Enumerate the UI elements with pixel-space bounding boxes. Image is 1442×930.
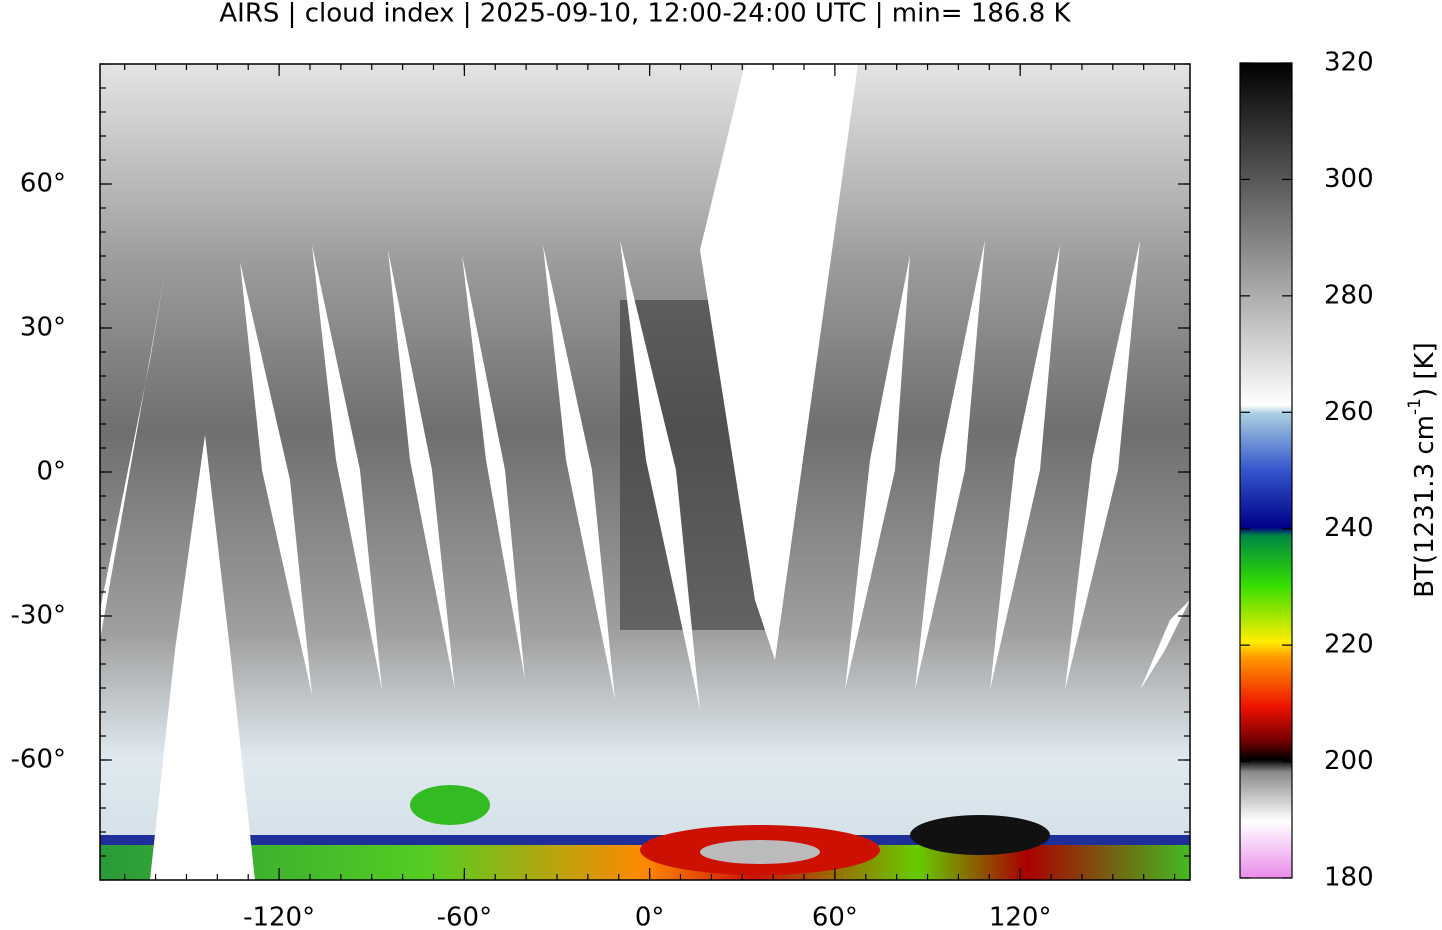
colorbar bbox=[1239, 62, 1293, 879]
y-tick-label: 30° bbox=[20, 313, 66, 343]
map-image bbox=[99, 63, 1191, 881]
colorbar-tick-label: 260 bbox=[1324, 397, 1374, 427]
y-tick-label: -30° bbox=[11, 601, 66, 631]
colorbar-label: BT(1231.3 cm-1) [K] bbox=[1405, 342, 1440, 597]
chart-title: AIRS | cloud index | 2025-09-10, 12:00-2… bbox=[219, 0, 1071, 29]
y-tick-label: 60° bbox=[20, 169, 66, 199]
x-tick-label: 120° bbox=[989, 903, 1052, 930]
colorbar-tick-label: 180 bbox=[1324, 863, 1374, 893]
x-tick-label: 0° bbox=[635, 903, 665, 930]
y-tick-label: -60° bbox=[11, 745, 66, 775]
colorbar-tick-label: 220 bbox=[1324, 630, 1374, 660]
x-tick-label: 60° bbox=[812, 903, 858, 930]
colorbar-label-text: ) [K] bbox=[1410, 342, 1440, 398]
x-tick-label: -60° bbox=[437, 903, 492, 930]
colorbar-tick-label: 200 bbox=[1324, 746, 1374, 776]
x-tick-label: -120° bbox=[243, 903, 315, 930]
colorbar-label-text: BT(1231.3 cm bbox=[1410, 415, 1440, 598]
y-tick-label: 0° bbox=[36, 457, 66, 487]
colorbar-tick-label: 300 bbox=[1324, 164, 1374, 194]
colorbar-label-sup: -1 bbox=[1405, 398, 1425, 415]
colorbar-tick-label: 280 bbox=[1324, 280, 1374, 310]
colorbar-tick-label: 240 bbox=[1324, 513, 1374, 543]
colorbar-tick-label: 320 bbox=[1324, 48, 1374, 78]
